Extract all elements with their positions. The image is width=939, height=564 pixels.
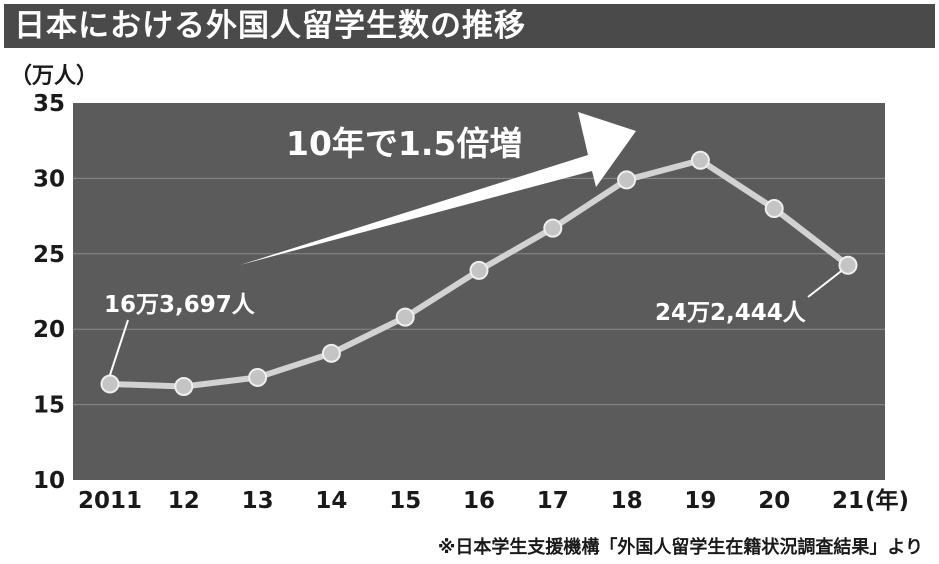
chart-title: 日本における外国人留学生数の推移: [14, 8, 526, 44]
y-tick-20: 20: [33, 317, 65, 343]
data-point-13: [248, 367, 268, 387]
y-tick-35: 35: [33, 91, 65, 117]
y-axis-ticks: 10 15 20 25 30 35: [33, 91, 65, 494]
data-point-20: [764, 199, 784, 219]
x-axis-ticks: 2011 12 13 14 15 16 17 18 19 20 21: [78, 488, 864, 514]
data-point-19: [690, 150, 710, 170]
x-tick-18: 18: [611, 488, 643, 514]
plot-area: [73, 103, 885, 480]
grid-lines: [73, 177, 885, 406]
x-tick-17: 17: [537, 488, 569, 514]
x-tick-2011: 2011: [78, 488, 142, 514]
x-tick-16: 16: [463, 488, 495, 514]
x-tick-13: 13: [242, 488, 274, 514]
data-point-16: [469, 260, 489, 280]
data-point-12: [174, 377, 194, 397]
title-bar: 日本における外国人留学生数の推移: [4, 4, 935, 48]
x-tick-19: 19: [684, 488, 716, 514]
x-axis-unit-label: (年): [865, 487, 909, 514]
data-points: [100, 150, 858, 397]
end-label-leader: [807, 270, 842, 298]
trend-arrow: 10年で1.5倍増: [240, 112, 636, 265]
x-tick-15: 15: [389, 488, 421, 514]
start-label-leader: [109, 319, 129, 376]
data-point-18: [617, 170, 637, 190]
y-tick-10: 10: [33, 468, 65, 494]
source-note: ※日本学生支援機構「外国人留学生在籍状況調査結果」より: [437, 537, 923, 558]
y-tick-30: 30: [33, 166, 65, 192]
data-point-15: [395, 307, 415, 327]
x-tick-21: 21: [832, 488, 864, 514]
y-axis-unit-label: （万人）: [10, 64, 99, 89]
x-tick-20: 20: [758, 488, 790, 514]
trend-arrow-shape: [240, 112, 636, 265]
trend-label: 10年で1.5倍増: [286, 124, 522, 163]
data-point-2011: [100, 374, 120, 394]
data-point-14: [321, 343, 341, 363]
x-tick-12: 12: [168, 488, 200, 514]
y-tick-15: 15: [33, 393, 65, 419]
x-tick-14: 14: [315, 488, 347, 514]
end-value-label: 24万2,444人: [655, 300, 807, 326]
data-point-21: [838, 255, 858, 275]
data-point-17: [543, 218, 563, 238]
y-tick-25: 25: [33, 242, 65, 268]
start-value-label: 16万3,697人: [104, 292, 256, 318]
